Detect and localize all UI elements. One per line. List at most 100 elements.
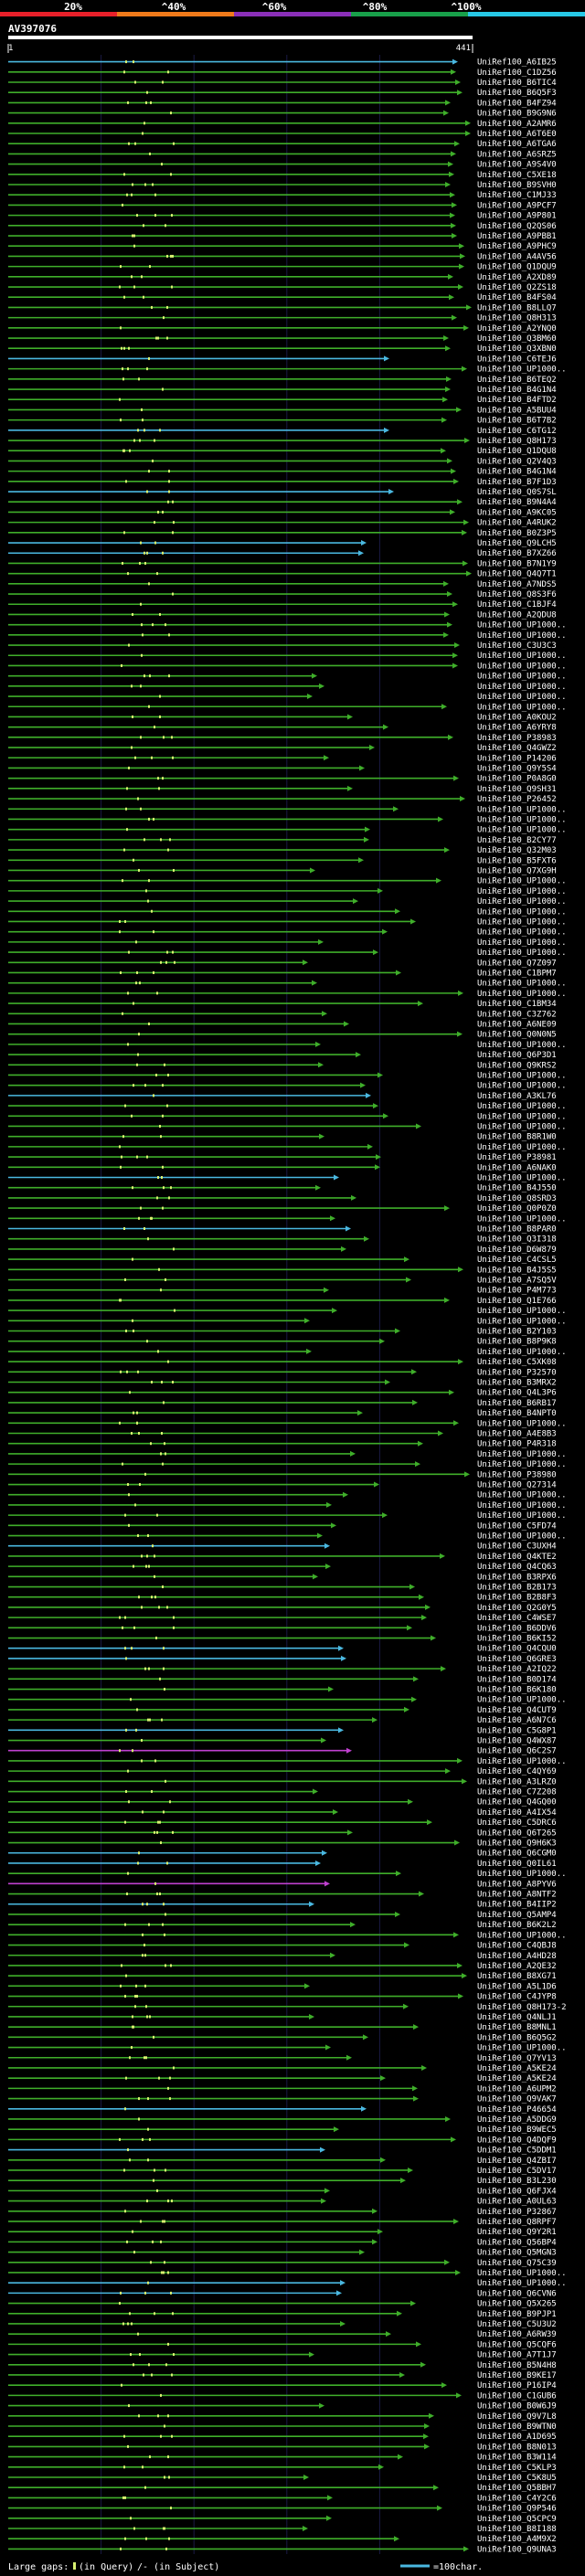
hit-row-label[interactable]: UniRef100_B8MNL1 bbox=[477, 2023, 557, 2032]
hit-row[interactable]: UniRef100_B6TIC4 bbox=[8, 79, 557, 88]
hit-row[interactable]: UniRef100_C6TEJ6 bbox=[8, 355, 557, 364]
hit-row[interactable]: UniRef100_Q1DQU8 bbox=[8, 447, 557, 456]
hit-row-label[interactable]: UniRef100_C5DRC6 bbox=[477, 1818, 557, 1828]
hit-row[interactable]: UniRef100_A3KL76 bbox=[8, 1092, 557, 1101]
hit-row-label[interactable]: UniRef100_A7NDS5 bbox=[477, 580, 557, 589]
hit-row[interactable]: UniRef100_B6T7B2 bbox=[8, 417, 557, 426]
hit-row[interactable]: UniRef100_A9PCF7 bbox=[8, 201, 557, 210]
hit-row-label[interactable]: UniRef100_UP1000.. bbox=[477, 621, 567, 631]
hit-row-label[interactable]: UniRef100_A6YRY8 bbox=[477, 724, 557, 733]
hit-row[interactable]: UniRef100_B2B8F3 bbox=[8, 1594, 557, 1603]
hit-row[interactable]: UniRef100_A2IQ22 bbox=[8, 1665, 557, 1674]
hit-row[interactable]: UniRef100_UP1000.. bbox=[8, 1307, 567, 1316]
hit-row[interactable]: UniRef100_Q2ZS18 bbox=[8, 283, 557, 292]
hit-row[interactable]: UniRef100_A6SRZ5 bbox=[8, 150, 557, 159]
hit-row[interactable]: UniRef100_A2QDU8 bbox=[8, 610, 557, 620]
hit-row[interactable]: UniRef100_B8I188 bbox=[8, 2525, 557, 2534]
hit-row[interactable]: UniRef100_UP1000.. bbox=[8, 1931, 567, 1940]
hit-row[interactable]: UniRef100_A9KC05 bbox=[8, 508, 557, 517]
hit-row-label[interactable]: UniRef100_A4E8B3 bbox=[477, 1430, 557, 1439]
hit-row-label[interactable]: UniRef100_Q6P3D1 bbox=[477, 1051, 557, 1060]
hit-row[interactable]: UniRef100_A1D695 bbox=[8, 2433, 557, 2442]
hit-row[interactable]: UniRef100_B6RB17 bbox=[8, 1399, 557, 1408]
hit-row[interactable]: UniRef100_Q4CQU0 bbox=[8, 1645, 557, 1654]
hit-row-label[interactable]: UniRef100_A4AV56 bbox=[477, 252, 557, 261]
hit-row[interactable]: UniRef100_Q6CVN6 bbox=[8, 2289, 557, 2298]
hit-row-label[interactable]: UniRef100_C6TG12 bbox=[477, 427, 557, 436]
hit-row-label[interactable]: UniRef100_P0A8G0 bbox=[477, 775, 557, 784]
hit-row-label[interactable]: UniRef100_B3MRX2 bbox=[477, 1379, 557, 1388]
hit-row[interactable]: UniRef100_C1BJF4 bbox=[8, 600, 557, 610]
hit-row[interactable]: UniRef100_B6Q5F3 bbox=[8, 89, 557, 98]
hit-row-label[interactable]: UniRef100_A0KOU2 bbox=[477, 713, 557, 722]
hit-row-label[interactable]: UniRef100_A5BUU4 bbox=[477, 406, 557, 415]
hit-row[interactable]: UniRef100_UP1000.. bbox=[8, 1870, 567, 1879]
hit-row[interactable]: UniRef100_Q4Q7T1 bbox=[8, 570, 557, 579]
hit-row[interactable]: UniRef100_Q5AMP4 bbox=[8, 1911, 557, 1920]
hit-row-label[interactable]: UniRef100_C6TEJ6 bbox=[477, 355, 557, 364]
hit-row[interactable]: UniRef100_Q9VAK7 bbox=[8, 2095, 557, 2104]
hit-row-label[interactable]: UniRef100_C3UXH4 bbox=[477, 1542, 557, 1552]
hit-row-label[interactable]: UniRef100_A6N7C6 bbox=[477, 1716, 557, 1725]
hit-row[interactable]: UniRef100_P4R318 bbox=[8, 1440, 557, 1449]
hit-row[interactable]: UniRef100_UP1000.. bbox=[8, 673, 567, 682]
hit-row-label[interactable]: UniRef100_Q7YV13 bbox=[477, 2054, 557, 2063]
hit-row-label[interactable]: UniRef100_Q6GRE3 bbox=[477, 1655, 557, 1664]
hit-row[interactable]: UniRef100_UP1000.. bbox=[8, 1511, 567, 1521]
hit-row-label[interactable]: UniRef100_UP1000.. bbox=[477, 1307, 567, 1316]
hit-row-label[interactable]: UniRef100_B8PAR0 bbox=[477, 1224, 557, 1234]
hit-row[interactable]: UniRef100_UP1000.. bbox=[8, 949, 567, 958]
hit-row-label[interactable]: UniRef100_Q4WX87 bbox=[477, 1737, 557, 1746]
hit-row[interactable]: UniRef100_Q3XBN0 bbox=[8, 345, 557, 354]
hit-row-label[interactable]: UniRef100_P46654 bbox=[477, 2105, 557, 2115]
hit-row-label[interactable]: UniRef100_UP1000.. bbox=[477, 1450, 567, 1459]
hit-row-label[interactable]: UniRef100_A6UPM2 bbox=[477, 2084, 557, 2094]
hit-row-label[interactable]: UniRef100_A5KE24 bbox=[477, 2064, 557, 2073]
hit-row-label[interactable]: UniRef100_Q9VAK7 bbox=[477, 2095, 557, 2104]
hit-row-label[interactable]: UniRef100_B4J550 bbox=[477, 1184, 557, 1193]
hit-row-label[interactable]: UniRef100_B4NPT0 bbox=[477, 1409, 557, 1418]
hit-row[interactable]: UniRef100_C5DDM1 bbox=[8, 2147, 557, 2156]
hit-row[interactable]: UniRef100_A6UPM2 bbox=[8, 2084, 557, 2094]
hit-row-label[interactable]: UniRef100_B6TIC4 bbox=[477, 79, 557, 88]
hit-row[interactable]: UniRef100_Q9Y5S4 bbox=[8, 764, 557, 773]
hit-row-label[interactable]: UniRef100_UP1000.. bbox=[477, 2279, 567, 2288]
hit-row[interactable]: UniRef100_Q0IL61 bbox=[8, 1860, 557, 1869]
hit-row[interactable]: UniRef100_UP1000.. bbox=[8, 877, 567, 886]
hit-row-label[interactable]: UniRef100_B4FS04 bbox=[477, 293, 557, 302]
hit-row[interactable]: UniRef100_UP1000.. bbox=[8, 1696, 567, 1705]
hit-row[interactable]: UniRef100_Q9SH31 bbox=[8, 785, 557, 794]
hit-row-label[interactable]: UniRef100_Q4CQU0 bbox=[477, 1645, 557, 1654]
hit-row-label[interactable]: UniRef100_B4G1N4 bbox=[477, 386, 557, 395]
hit-row-label[interactable]: UniRef100_Q2QS06 bbox=[477, 222, 557, 231]
hit-row-label[interactable]: UniRef100_A4IX54 bbox=[477, 1808, 557, 1818]
hit-row[interactable]: UniRef100_A4E8B3 bbox=[8, 1430, 557, 1439]
hit-row-label[interactable]: UniRef100_C5KLP3 bbox=[477, 2464, 557, 2473]
hit-row-label[interactable]: UniRef100_UP1000.. bbox=[477, 1071, 567, 1080]
hit-row[interactable]: UniRef100_Q9UNA3 bbox=[8, 2545, 557, 2554]
hit-row-label[interactable]: UniRef100_Q9P546 bbox=[477, 2505, 557, 2514]
hit-row[interactable]: UniRef100_UP1000.. bbox=[8, 2044, 567, 2053]
hit-row[interactable]: UniRef100_C4Y2C6 bbox=[8, 2494, 557, 2503]
hit-row[interactable]: UniRef100_Q9P546 bbox=[8, 2505, 557, 2514]
hit-row[interactable]: UniRef100_Q1E766 bbox=[8, 1297, 557, 1306]
hit-row-label[interactable]: UniRef100_A2YNQ0 bbox=[477, 324, 557, 334]
hit-row[interactable]: UniRef100_C5XK08 bbox=[8, 1358, 557, 1367]
hit-row-label[interactable]: UniRef100_Q1DQU9 bbox=[477, 263, 557, 272]
hit-row[interactable]: UniRef100_B6Q5G2 bbox=[8, 2033, 557, 2042]
hit-row-label[interactable]: UniRef100_B6Q5F3 bbox=[477, 89, 557, 98]
hit-row-label[interactable]: UniRef100_UP1000.. bbox=[477, 1419, 567, 1428]
hit-row[interactable]: UniRef100_B4FZ94 bbox=[8, 99, 557, 108]
hit-row[interactable]: UniRef100_P38983 bbox=[8, 734, 557, 743]
hit-row-label[interactable]: UniRef100_UP1000.. bbox=[477, 917, 567, 927]
hit-row[interactable]: UniRef100_UP1000.. bbox=[8, 1214, 567, 1224]
hit-row-label[interactable]: UniRef100_UP1000.. bbox=[477, 673, 567, 682]
hit-row[interactable]: UniRef100_C5K8U5 bbox=[8, 2474, 557, 2483]
hit-row[interactable]: UniRef100_A9P801 bbox=[8, 212, 557, 221]
hit-row[interactable]: UniRef100_UP1000.. bbox=[8, 683, 567, 692]
hit-row-label[interactable]: UniRef100_B6T7B2 bbox=[477, 417, 557, 426]
hit-row-label[interactable]: UniRef100_B2CY77 bbox=[477, 836, 557, 845]
hit-row[interactable]: UniRef100_P26452 bbox=[8, 795, 557, 804]
hit-row[interactable]: UniRef100_UP1000.. bbox=[8, 1143, 567, 1152]
hit-row-label[interactable]: UniRef100_C1BM34 bbox=[477, 1000, 557, 1009]
